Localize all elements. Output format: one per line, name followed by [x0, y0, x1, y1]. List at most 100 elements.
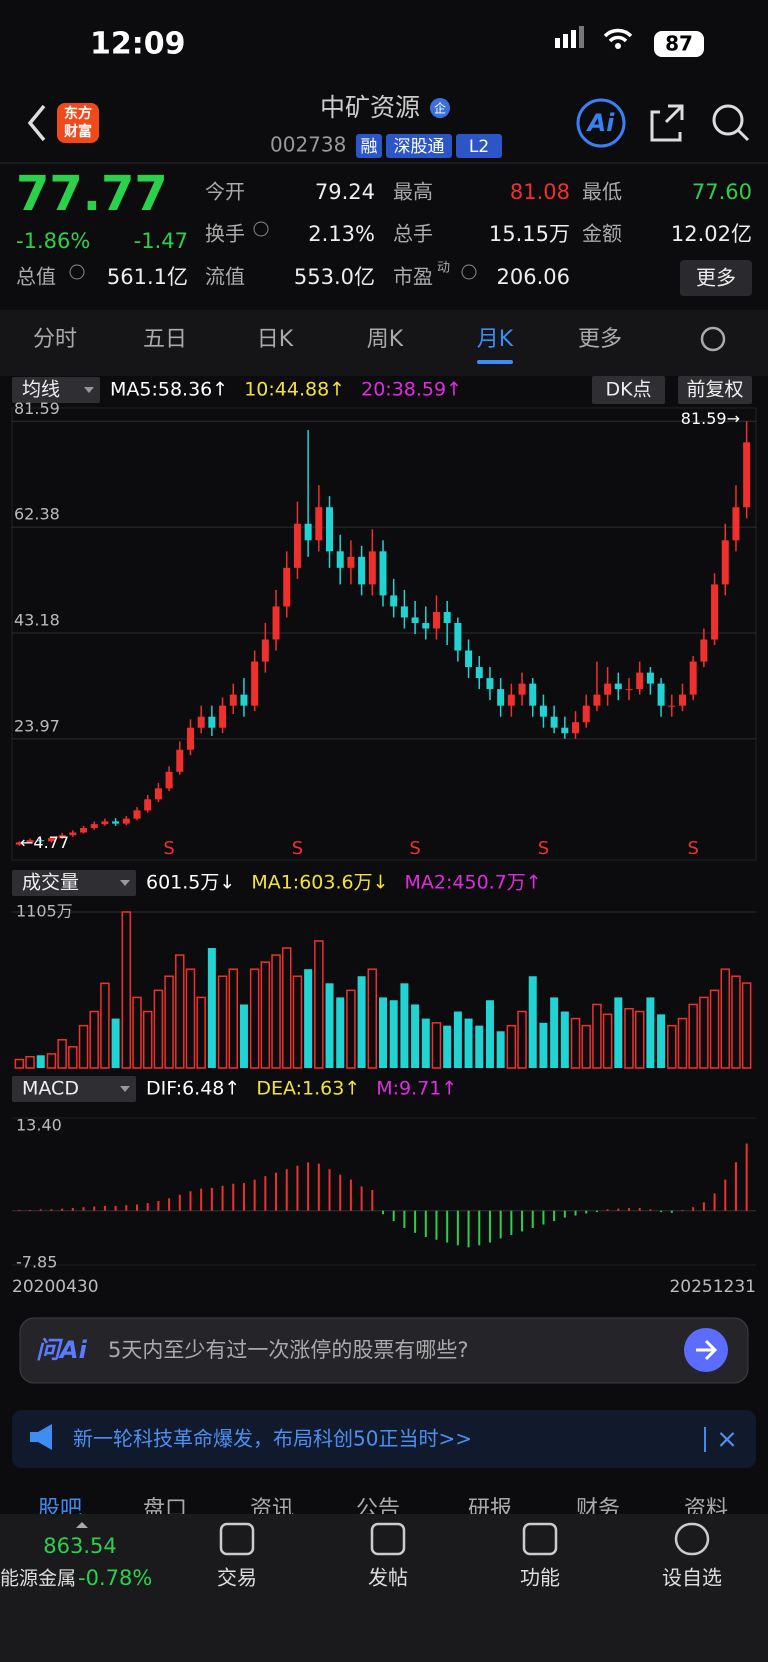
candle-body — [26, 840, 34, 843]
candle-body — [743, 442, 751, 508]
candle-body — [518, 683, 526, 695]
candle-body — [678, 694, 686, 706]
info-icon — [461, 264, 477, 280]
battery — [654, 31, 704, 57]
share-icon[interactable] — [650, 104, 684, 142]
nav-item[interactable]: 设自选 — [662, 1566, 722, 1590]
volume-bar — [185, 968, 196, 1069]
high-label: 81.59→ — [681, 409, 740, 428]
search-icon[interactable] — [712, 104, 744, 136]
field-value: 79.24 — [315, 180, 375, 204]
field-value: 206.06 — [497, 265, 570, 289]
chart-button-text: DK点 — [605, 379, 651, 401]
tag — [456, 134, 502, 158]
candle-body — [443, 611, 451, 623]
volume-bar — [411, 1004, 420, 1068]
field-value: 12.02亿 — [671, 222, 752, 246]
candle-body — [240, 694, 248, 706]
volume-bar — [667, 1024, 677, 1069]
nav-item[interactable]: 交易 — [217, 1566, 257, 1590]
volume-bar — [634, 1010, 645, 1069]
tab[interactable]: 日K — [257, 327, 294, 352]
volume-bar — [357, 976, 366, 1068]
chart-button[interactable] — [592, 376, 665, 404]
candle-body — [186, 727, 194, 750]
volume-bar — [142, 1010, 153, 1069]
field-label: 最低 — [582, 180, 622, 204]
abs-change: -1.47 — [134, 229, 188, 253]
field-value: 553.0亿 — [294, 265, 375, 289]
candle-body — [283, 567, 291, 607]
candle-body — [507, 694, 515, 706]
volume-bar — [346, 989, 356, 1069]
candle-body — [550, 716, 558, 728]
indicator-name: 均线 — [22, 379, 60, 401]
signal-label: S — [409, 838, 420, 859]
volume-bar — [249, 968, 260, 1069]
ai-button[interactable] — [576, 98, 626, 148]
candle-body — [272, 606, 280, 640]
candle-body — [326, 507, 334, 552]
tab[interactable]: 五日 — [143, 327, 187, 352]
candle-body — [37, 840, 45, 842]
signal-label: S — [292, 838, 303, 859]
volume-bar — [132, 996, 142, 1069]
dropdown — [120, 1086, 130, 1092]
ask-bar[interactable] — [19, 1317, 749, 1384]
candle-body — [604, 683, 612, 695]
info-icon — [69, 264, 85, 280]
volume-bar — [68, 1046, 78, 1069]
candle-body — [657, 683, 665, 706]
more-text: 更多 — [696, 266, 736, 290]
volume-bar — [602, 1013, 613, 1069]
more-button[interactable] — [680, 260, 752, 296]
chart-button[interactable] — [678, 376, 752, 404]
volume-bar — [367, 968, 378, 1069]
nav-item[interactable]: 发帖 — [368, 1566, 408, 1590]
candle-body — [711, 584, 719, 640]
tab[interactable]: 月K — [477, 327, 514, 352]
volume-bar — [111, 1018, 120, 1068]
volume-bar — [453, 1011, 462, 1068]
candle-body — [497, 689, 505, 706]
volume-bar — [196, 996, 206, 1069]
candle-body — [614, 683, 622, 690]
volume-bar — [175, 954, 185, 1069]
volume-bar — [464, 1018, 473, 1068]
tag-text: L2 — [469, 137, 489, 157]
candle-body — [700, 639, 708, 662]
tab[interactable]: 周K — [367, 327, 404, 352]
indicator-box[interactable] — [12, 870, 136, 896]
tab[interactable]: 分时 — [33, 327, 77, 352]
y-tick-label: 13.40 — [16, 1116, 62, 1135]
indicator-box[interactable] — [12, 377, 100, 403]
tab[interactable]: 更多 — [578, 327, 622, 352]
y-tick-label: 62.38 — [14, 505, 60, 524]
volume-bar — [36, 1055, 45, 1068]
search-icon-handle — [736, 128, 750, 142]
bottom-nav — [0, 1514, 768, 1662]
volume-bar — [239, 1004, 248, 1068]
nav-icon — [674, 1522, 710, 1556]
indicator-box[interactable] — [12, 1076, 136, 1102]
candle-body — [358, 556, 366, 585]
field-label: 市盈 — [393, 265, 433, 289]
x-tick-label: 20251231 — [669, 1277, 756, 1297]
volume-bar — [14, 1058, 25, 1069]
field-value: 2.13% — [308, 222, 375, 246]
logo-text: 东方 — [64, 105, 92, 122]
pct-change: -1.86% — [16, 229, 90, 253]
candle-body — [69, 832, 77, 836]
volume-bar — [506, 1024, 517, 1069]
field-value: 15.15万 — [489, 222, 570, 246]
candle-body — [593, 694, 601, 706]
banner[interactable] — [12, 1410, 756, 1468]
field-sup: 动 — [437, 261, 450, 276]
back-icon[interactable] — [27, 104, 46, 142]
settings-icon[interactable] — [700, 326, 726, 352]
y-tick-label: 81.59 — [14, 399, 60, 418]
nav-item[interactable]: 功能 — [520, 1566, 560, 1590]
candle-body — [154, 788, 162, 800]
volume-bar — [379, 997, 387, 1068]
wifi — [603, 28, 633, 43]
